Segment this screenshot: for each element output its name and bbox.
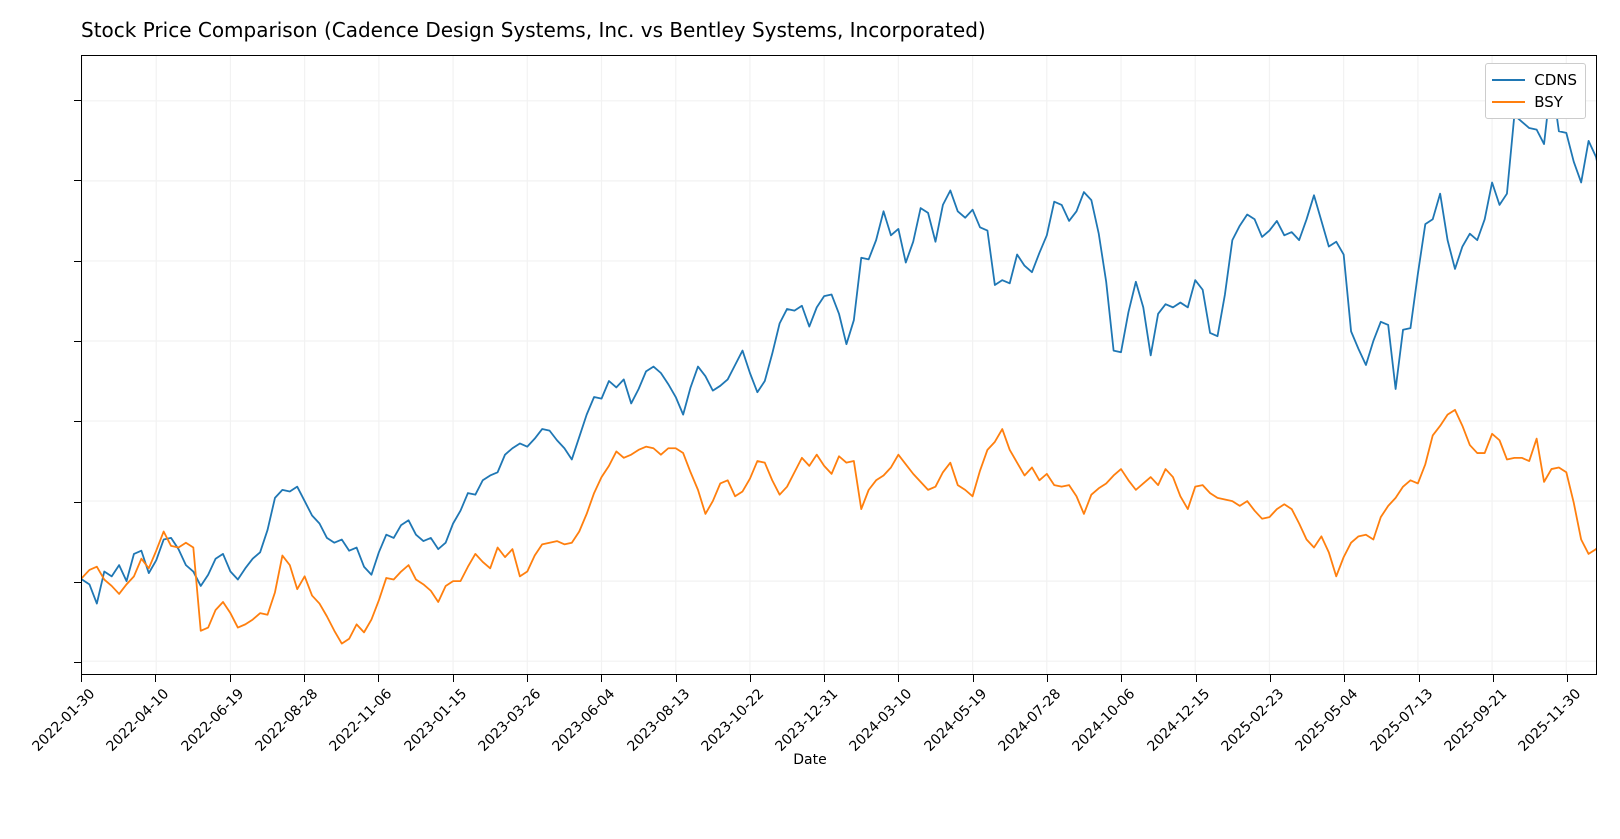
series-line-bsy (82, 408, 1596, 645)
legend-swatch-bsy (1492, 101, 1526, 103)
y-tick-mark (74, 260, 81, 262)
y-tick-mark (74, 180, 81, 182)
figure: Stock Price Comparison (Cadence Design S… (29, 18, 1597, 768)
plot-area: CDNS BSY (81, 55, 1597, 675)
x-tick-mark (1418, 675, 1420, 682)
x-tick-mark (675, 675, 677, 682)
legend-item-bsy[interactable]: BSY (1492, 91, 1577, 113)
x-tick-mark (824, 675, 826, 682)
legend-swatch-cdns (1492, 79, 1526, 81)
y-tick-mark (74, 501, 81, 503)
y-tick-mark (74, 421, 81, 423)
y-tick-mark (74, 581, 81, 583)
x-tick-mark (749, 675, 751, 682)
series-line-cdns (82, 77, 1596, 605)
data-series-layer (82, 77, 1596, 645)
legend: CDNS BSY (1485, 63, 1586, 119)
y-tick-mark (74, 99, 81, 101)
x-tick-mark (972, 675, 974, 682)
x-tick-mark (601, 675, 603, 682)
y-tick-mark (74, 340, 81, 342)
y-tick-mark (74, 662, 81, 664)
legend-label-bsy: BSY (1534, 93, 1563, 111)
legend-item-cdns[interactable]: CDNS (1492, 69, 1577, 91)
x-tick-mark (155, 675, 157, 682)
x-tick-mark (1567, 675, 1569, 682)
x-tick-mark (898, 675, 900, 682)
x-tick-mark (452, 675, 454, 682)
x-axis-label: Date (793, 752, 827, 768)
x-tick-mark (378, 675, 380, 682)
x-tick-mark (1270, 675, 1272, 682)
x-tick-mark (1195, 675, 1197, 682)
x-tick-mark (526, 675, 528, 682)
legend-label-cdns: CDNS (1534, 71, 1577, 89)
x-tick-mark (229, 675, 231, 682)
x-tick-mark (1047, 675, 1049, 682)
x-tick-mark (81, 675, 82, 682)
chart-title: Stock Price Comparison (Cadence Design S… (81, 18, 986, 42)
x-tick-mark (1121, 675, 1123, 682)
x-tick-mark (1344, 675, 1346, 682)
x-tick-mark (303, 675, 305, 682)
x-tick-mark (1492, 675, 1494, 682)
